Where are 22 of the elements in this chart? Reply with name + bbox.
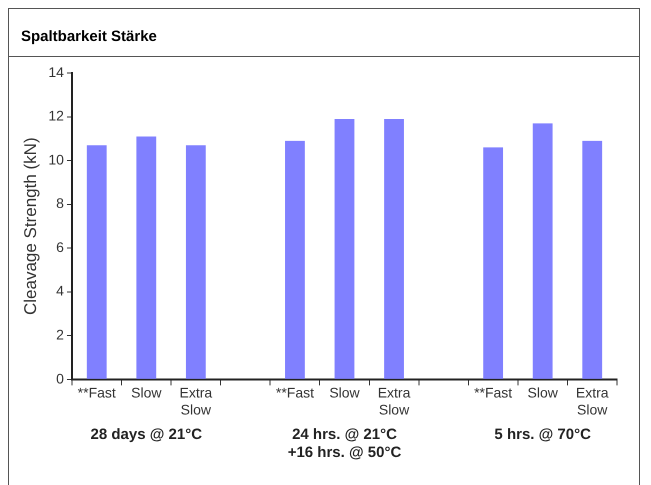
y-tick-label: 4	[56, 282, 64, 299]
text: 5 hrs. @ 70°C	[494, 426, 592, 444]
x-tick-label: Extra Slow	[378, 384, 411, 418]
text: 28 days @ 21°C	[90, 426, 202, 444]
x-tick-label: Slow	[131, 384, 162, 401]
y-tick-label: 6	[56, 238, 64, 255]
chart-title: Spaltbarkeit Stärke	[9, 9, 639, 57]
x-tick-label: **Fast	[78, 384, 116, 401]
x-tick-label: Slow	[329, 384, 361, 401]
x-tick-label: Extra Slow	[576, 384, 609, 418]
x-tick-label: Slow	[528, 384, 559, 401]
text: 24 hrs. @ 21°C +16 hrs. @ 50°C	[288, 426, 402, 462]
x-tick-label: **Fast	[276, 384, 314, 401]
y-tick-label: 14	[48, 64, 64, 80]
y-tick-label: 2	[56, 326, 64, 342]
y-tick-label: 12	[48, 108, 64, 124]
y-tick-label: 8	[56, 195, 64, 212]
x-tick-label: **Fast	[474, 384, 512, 401]
y-tick-label: 10	[48, 151, 64, 168]
y-tick-label: 0	[56, 370, 64, 386]
x-tick-label: Extra Slow	[180, 384, 212, 418]
y-axis-title: Cleavage Strength (kN)	[20, 137, 40, 316]
